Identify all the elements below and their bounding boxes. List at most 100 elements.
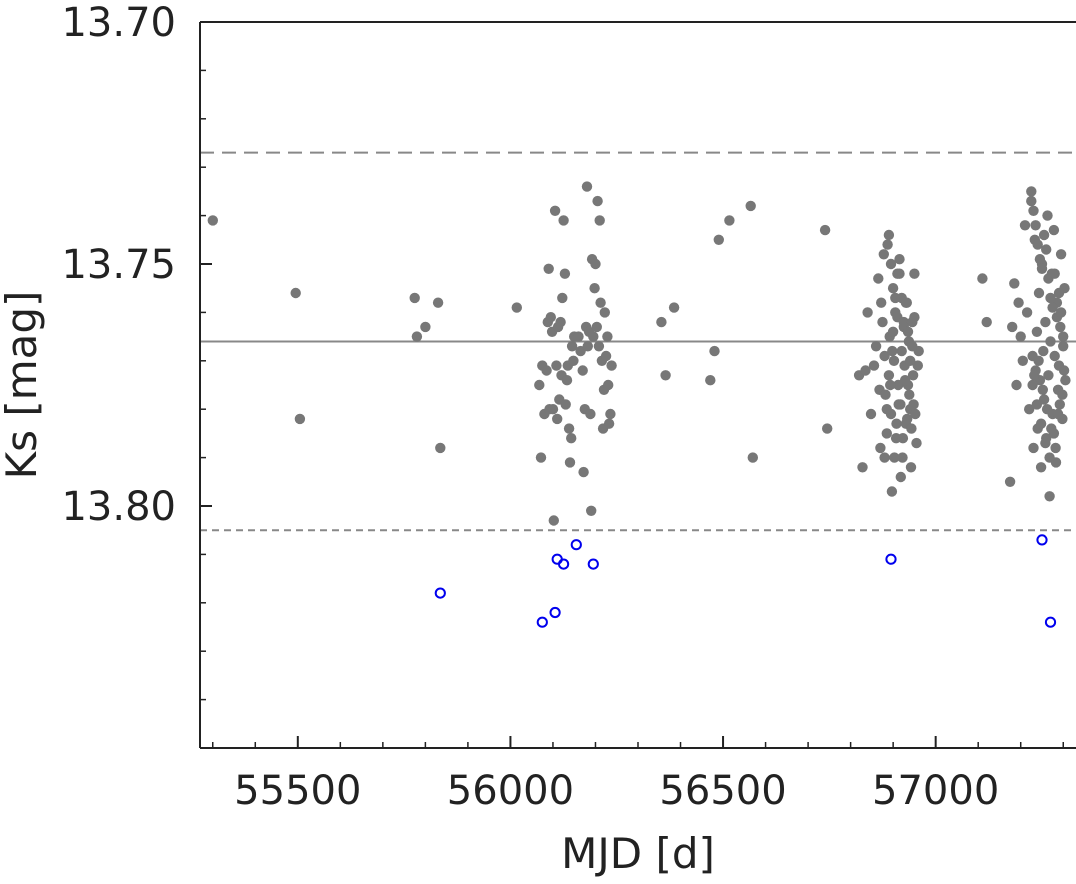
data-point [1036,263,1048,274]
data-point [860,365,871,376]
data-point [595,297,606,308]
outlier-point [885,553,897,565]
data-point [552,413,563,425]
data-point [564,457,576,468]
data-point [878,249,889,260]
data-point [1058,341,1069,352]
data-point [881,428,892,439]
data-point [879,452,890,463]
data-point [1044,491,1055,502]
data-point [1015,331,1026,342]
data-point [1043,370,1054,381]
data-point [907,341,918,352]
data-point [207,215,218,226]
outlier-point [570,539,582,551]
data-point [1023,404,1035,415]
data-point [868,360,880,371]
data-point [602,331,613,342]
data-point [1009,278,1020,289]
data-point [543,263,554,274]
data-point [1011,379,1022,391]
data-point [1038,345,1049,357]
data-point [909,268,920,279]
data-point [1004,476,1016,487]
data-point [897,452,908,463]
data-point [902,326,914,337]
data-point [594,215,605,226]
data-point [977,273,988,284]
data-point [420,321,431,333]
data-point [880,389,891,400]
data-point [1032,239,1043,250]
data-point [881,404,892,415]
data-point [904,389,915,400]
data-point [1053,287,1065,299]
axes [199,21,1076,749]
data-point [411,331,423,342]
data-point [902,413,913,425]
data-point [885,258,897,270]
data-point [1058,331,1069,342]
data-point [560,399,571,410]
data-point [883,370,895,381]
data-point [870,341,882,352]
outlier-point [1036,534,1048,546]
data-point [1060,375,1071,386]
data-point [887,345,898,357]
data-point [908,399,919,410]
data-point [875,442,886,454]
data-point [590,258,601,270]
data-point [585,408,596,420]
data-point [887,326,899,337]
outlier-point [551,553,563,565]
data-point [1026,186,1037,197]
data-point [586,505,597,516]
data-point [747,452,758,463]
data-point [1026,195,1037,207]
y-tick-label: 13.75 [61,242,176,288]
data-point [1007,321,1018,333]
data-point [900,297,912,308]
data-point [894,254,905,265]
data-point [660,370,671,381]
data-point [605,408,616,420]
data-point [1049,350,1060,362]
data-point [877,316,888,328]
data-point [910,408,921,420]
data-point [593,341,605,352]
data-point [905,355,916,366]
data-point [668,302,680,313]
data-point [581,181,593,192]
data-point [577,365,588,376]
data-point [409,292,420,304]
data-point [1047,302,1058,313]
outlier-point [587,558,599,570]
x-tick-label: 57000 [872,768,999,814]
data-point [559,268,571,279]
data-point [1034,254,1046,265]
data-point [911,437,922,449]
data-point [294,413,306,425]
data-point [555,316,566,328]
data-point [876,297,887,308]
data-point [1033,355,1044,366]
data-point [547,404,559,415]
data-point [1013,297,1024,308]
data-point [886,486,898,497]
data-point [1019,220,1031,231]
data-point [599,307,610,318]
data-point [885,379,896,391]
data-point [906,423,917,434]
data-point [912,360,923,371]
data-point [1041,244,1052,255]
data-point [582,341,593,352]
data-point [745,200,756,212]
data-point [1055,307,1067,318]
data-point [566,433,577,444]
data-point [862,307,873,318]
data-point [603,418,615,429]
data-point [511,302,522,313]
data-point [432,297,444,308]
data-point [592,195,603,207]
